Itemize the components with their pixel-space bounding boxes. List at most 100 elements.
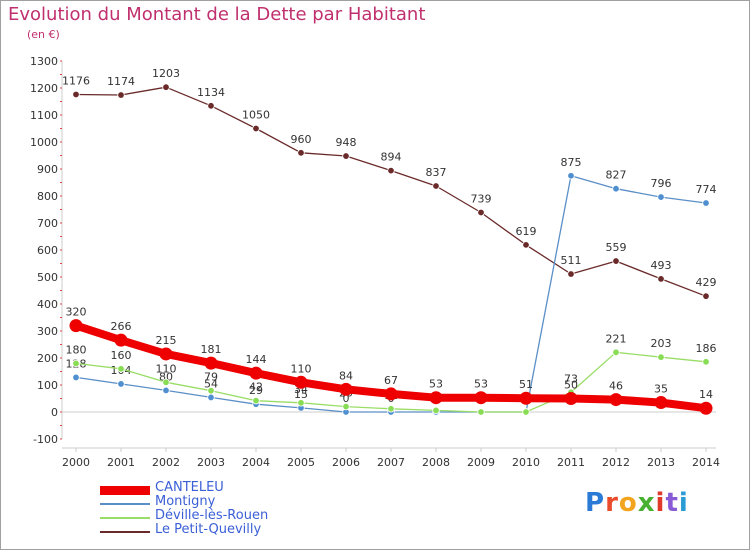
data-label-le-petit-quevilly: 619 [516,225,537,238]
data-label-canteleu: 320 [66,306,87,319]
proxiti-logo: Proxiti [585,488,689,518]
data-label-montigny: 80 [159,370,173,383]
data-point-montigny [207,393,215,402]
x-tick-label: 2012 [602,456,630,469]
data-label-le-petit-quevilly: 837 [426,166,447,179]
legend-item: Déville-lès-Rouen [100,508,400,524]
data-point-canteleu [699,401,713,415]
y-tick-label: 300 [37,325,58,338]
data-label-deville-les-rouen: 186 [696,342,717,355]
x-tick-label: 2008 [422,456,450,469]
legend-label: Déville-lès-Rouen [155,508,269,523]
data-point-le-petit-quevilly [657,275,665,283]
data-label-le-petit-quevilly: 1203 [152,67,180,80]
data-label-le-petit-quevilly: 948 [336,136,357,149]
chart-subtitle: (en €) [27,28,60,41]
data-label-canteleu: 110 [291,362,312,375]
data-point-le-petit-quevilly [162,83,170,91]
data-point-montigny [567,172,575,180]
data-point-deville-les-rouen [72,359,80,368]
y-tick-label: 1300 [30,55,58,68]
legend-label: CANTELEU [155,480,224,495]
data-point-canteleu [339,382,353,396]
data-point-le-petit-quevilly [252,124,260,133]
y-tick-label: 100 [37,379,58,392]
data-point-montigny [72,373,80,382]
data-label-canteleu: 14 [699,388,713,401]
x-tick-label: 2006 [332,456,360,469]
data-point-canteleu [69,319,83,333]
data-point-le-petit-quevilly [702,292,710,300]
data-label-le-petit-quevilly: 1174 [107,75,135,88]
data-label-le-petit-quevilly: 1176 [62,74,90,87]
y-tick-label: 900 [37,163,58,176]
data-label-canteleu: 50 [564,379,578,392]
data-label-montigny: 774 [696,183,717,196]
data-point-deville-les-rouen [162,378,170,386]
y-tick-label: -100 [33,433,58,446]
x-tick-label: 2001 [107,456,135,469]
data-point-deville-les-rouen [387,405,395,413]
y-tick-label: 1000 [30,136,58,149]
legend-swatch [100,486,150,495]
series-line-le-petit-quevilly [75,86,707,297]
data-point-canteleu [114,333,128,347]
logo-letter: i [655,488,666,518]
y-tick-label: 500 [37,271,58,284]
y-tick-label: 600 [37,244,58,257]
x-tick-label: 2002 [152,456,180,469]
data-point-deville-les-rouen [117,365,125,373]
data-label-deville-les-rouen: 180 [66,343,87,356]
logo-letter: t [665,488,679,518]
data-label-canteleu: 67 [384,374,398,387]
data-label-deville-les-rouen: 221 [606,332,627,345]
data-point-deville-les-rouen [522,408,530,416]
data-label-montigny: 827 [606,169,627,182]
data-point-canteleu [654,396,668,410]
data-point-canteleu [564,392,578,405]
data-label-montigny: 15 [294,388,308,401]
x-tick-label: 2013 [647,456,675,469]
data-point-deville-les-rouen [612,348,620,357]
data-point-deville-les-rouen [207,386,215,395]
data-label-canteleu: 35 [654,383,668,396]
x-tick-label: 2004 [242,456,270,469]
data-point-le-petit-quevilly [432,182,440,190]
logo-letter: x [637,488,656,518]
x-tick-label: 2009 [467,456,495,469]
data-point-canteleu [249,366,263,380]
legend-item: CANTELEU [100,480,400,496]
data-label-le-petit-quevilly: 1134 [197,86,225,99]
data-label-le-petit-quevilly: 1050 [242,109,270,122]
data-point-le-petit-quevilly [207,102,215,110]
data-label-deville-les-rouen: 42 [249,381,263,394]
data-point-le-petit-quevilly [522,241,530,249]
y-tick-label: 200 [37,352,58,365]
x-tick-label: 2003 [197,456,225,469]
data-point-canteleu [294,375,308,389]
data-point-montigny [117,380,125,388]
data-label-le-petit-quevilly: 960 [291,133,312,146]
x-tick-label: 2014 [692,456,720,469]
data-point-deville-les-rouen [702,358,710,366]
data-point-le-petit-quevilly [72,90,80,99]
data-label-le-petit-quevilly: 511 [561,254,582,267]
data-label-montigny: 875 [561,156,582,169]
data-point-le-petit-quevilly [297,149,305,157]
data-point-deville-les-rouen [477,408,485,416]
y-tick-label: 1100 [30,109,58,122]
data-label-deville-les-rouen: 203 [651,337,672,350]
data-label-canteleu: 181 [201,343,222,356]
data-label-le-petit-quevilly: 739 [471,192,492,205]
data-label-montigny: 796 [651,177,672,190]
data-label-le-petit-quevilly: 429 [696,276,717,289]
data-point-le-petit-quevilly [612,257,620,265]
y-tick-label: 700 [37,217,58,230]
legend-swatch [100,517,150,519]
data-label-le-petit-quevilly: 894 [381,151,402,164]
legend-swatch [100,531,150,533]
data-label-le-petit-quevilly: 559 [606,241,627,254]
data-point-montigny [612,185,620,193]
data-label-canteleu: 215 [156,334,177,347]
